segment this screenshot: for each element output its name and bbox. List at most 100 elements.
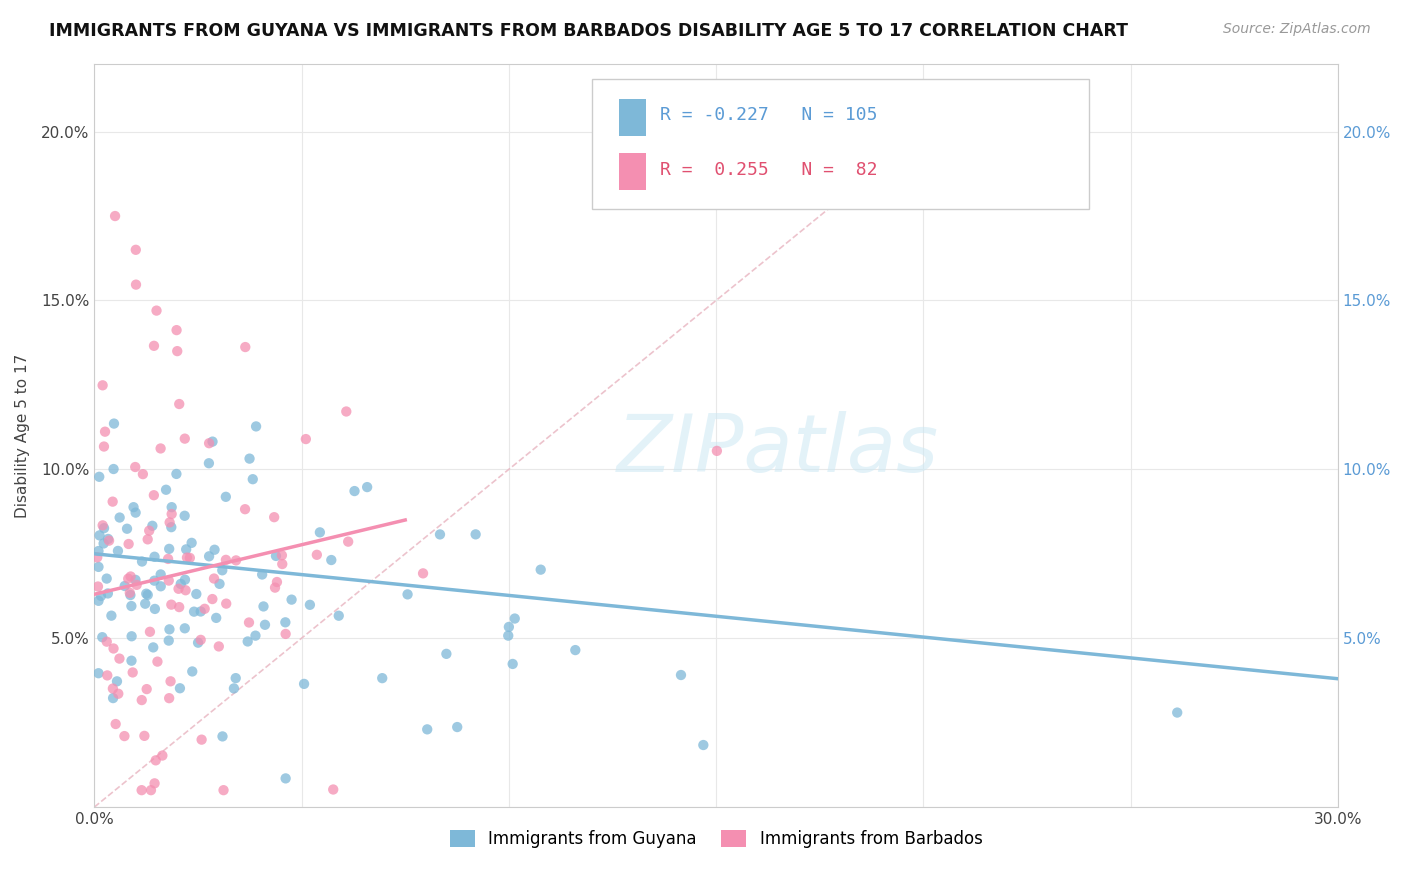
Point <box>204 542 226 557</box>
Point <box>201 434 224 449</box>
Text: R = -0.227   N = 105: R = -0.227 N = 105 <box>659 106 877 124</box>
Point <box>101 494 124 508</box>
Point <box>356 480 378 494</box>
Point <box>245 629 267 643</box>
Point <box>143 339 166 353</box>
Point <box>121 665 143 680</box>
Point <box>125 277 148 292</box>
Point <box>692 738 714 752</box>
Point <box>274 772 297 786</box>
Point <box>295 432 318 446</box>
Point <box>143 549 166 564</box>
Point <box>93 521 115 535</box>
Point <box>190 632 212 647</box>
Point <box>669 668 692 682</box>
Point <box>87 560 110 574</box>
Point <box>503 611 526 625</box>
Point <box>190 732 212 747</box>
Point <box>94 425 117 439</box>
Point <box>274 627 297 641</box>
Point <box>159 516 181 530</box>
Point <box>167 600 190 615</box>
Point <box>564 643 586 657</box>
Point <box>292 677 315 691</box>
Bar <box>619 99 647 136</box>
Point <box>706 443 728 458</box>
Point <box>91 378 114 392</box>
Text: R =  0.255   N =  82: R = 0.255 N = 82 <box>659 161 877 179</box>
Point <box>250 567 273 582</box>
Point <box>335 404 357 418</box>
Point <box>321 553 343 567</box>
Point <box>502 657 524 671</box>
Point <box>104 209 127 223</box>
Point <box>105 674 128 689</box>
Point <box>242 472 264 486</box>
Point <box>138 524 160 538</box>
Point <box>115 522 138 536</box>
Point <box>124 506 146 520</box>
Point <box>298 598 321 612</box>
Point <box>198 456 221 470</box>
Point <box>198 549 221 564</box>
Point <box>186 587 208 601</box>
Point <box>309 525 332 540</box>
Point <box>266 574 288 589</box>
Point <box>125 243 148 257</box>
Point <box>135 587 157 601</box>
Point <box>212 783 235 797</box>
Point <box>96 634 118 648</box>
Point <box>101 691 124 706</box>
Point <box>412 566 434 581</box>
FancyBboxPatch shape <box>592 78 1090 209</box>
Point <box>434 647 457 661</box>
Point <box>131 783 153 797</box>
Point <box>236 634 259 648</box>
Point <box>238 615 260 630</box>
Point <box>120 569 142 583</box>
Point <box>264 549 287 563</box>
Point <box>252 599 274 614</box>
Point <box>157 691 180 706</box>
Point <box>114 579 136 593</box>
Point <box>93 536 115 550</box>
Point <box>176 550 198 565</box>
Point <box>157 633 180 648</box>
Point <box>496 629 519 643</box>
Point <box>97 586 120 600</box>
Point <box>160 507 183 521</box>
Point <box>174 573 197 587</box>
Point <box>145 753 167 767</box>
Point <box>160 598 183 612</box>
Point <box>253 617 276 632</box>
Point <box>174 542 197 557</box>
Point <box>205 611 228 625</box>
Point <box>208 577 231 591</box>
Point <box>96 668 118 682</box>
Point <box>280 592 302 607</box>
Point <box>264 581 287 595</box>
Point <box>211 563 233 577</box>
Point <box>160 500 183 515</box>
Point <box>104 717 127 731</box>
Point <box>157 574 180 588</box>
Point <box>233 340 256 354</box>
Point <box>149 579 172 593</box>
Point <box>173 432 195 446</box>
Point <box>155 483 177 497</box>
Point <box>208 640 231 654</box>
Point <box>107 544 129 558</box>
Point <box>143 574 166 588</box>
Point <box>160 520 183 534</box>
Point <box>103 417 125 431</box>
Point <box>146 655 169 669</box>
Point <box>150 748 173 763</box>
Point <box>202 572 225 586</box>
Point <box>159 623 181 637</box>
Point <box>112 729 135 743</box>
Point <box>274 615 297 630</box>
Point <box>225 553 247 567</box>
Point <box>143 776 166 790</box>
Point <box>108 510 131 524</box>
Point <box>198 436 221 450</box>
